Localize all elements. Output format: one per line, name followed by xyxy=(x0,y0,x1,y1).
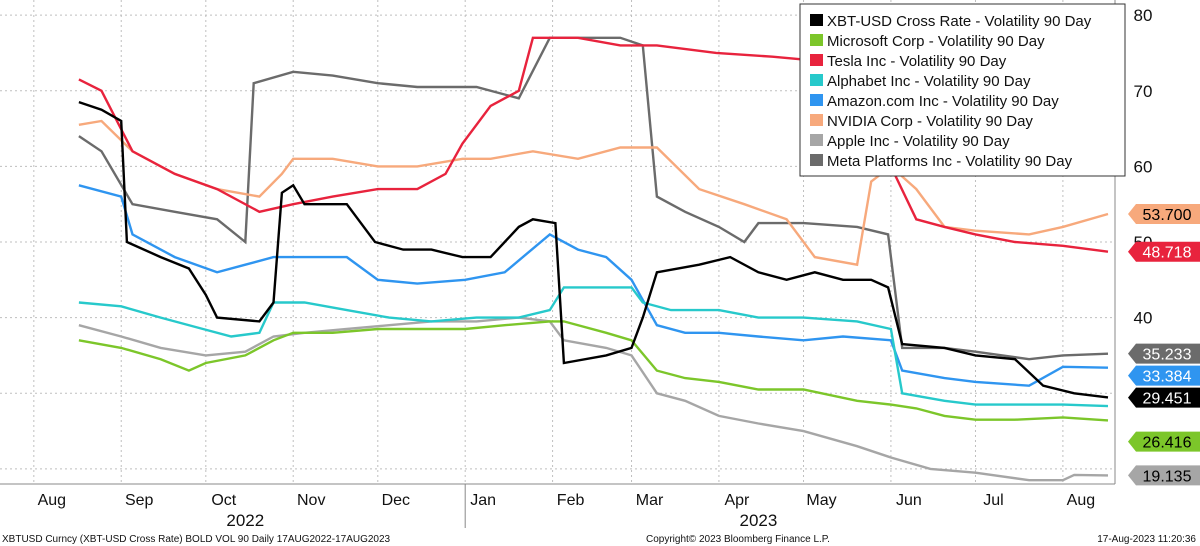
legend-entry: XBT-USD Cross Rate - Volatility 90 Day xyxy=(827,13,1092,30)
legend-entry: Tesla Inc - Volatility 90 Day xyxy=(827,53,1007,70)
tag-value: 33.384 xyxy=(1143,369,1192,386)
tag-value: 26.416 xyxy=(1143,435,1192,452)
series-line xyxy=(78,100,1109,399)
tag-value: 35.233 xyxy=(1143,347,1192,364)
year-label: 2023 xyxy=(739,511,777,530)
tag-box xyxy=(1128,365,1200,386)
legend-entry: Meta Platforms Inc - Volatility 90 Day xyxy=(827,153,1073,170)
x-tick-label: May xyxy=(806,492,836,509)
legend-swatch xyxy=(810,74,823,86)
footer-left: XBTUSD Curncy (XBT-USD Cross Rate) BOLD … xyxy=(2,534,391,545)
y-tick-label: 70 xyxy=(1134,82,1153,101)
legend-swatch xyxy=(810,14,823,26)
legend-entry: Apple Inc - Volatility 90 Day xyxy=(827,133,1010,150)
series-line xyxy=(78,184,1109,387)
series-line xyxy=(78,36,1109,253)
x-tick-label: Jun xyxy=(896,492,922,509)
last-value-tag: 29.451 xyxy=(1128,387,1200,408)
tag-box xyxy=(1128,431,1200,452)
x-tick-label: Jan xyxy=(470,492,496,509)
year-label: 2022 xyxy=(226,511,264,530)
footer-right: 17-Aug-2023 11:20:36 xyxy=(1097,534,1196,545)
last-value-tag: 48.718 xyxy=(1128,241,1200,262)
tag-value: 53.700 xyxy=(1143,207,1192,224)
y-tick-label: 40 xyxy=(1134,309,1153,328)
legend-swatch xyxy=(810,34,823,46)
tag-box xyxy=(1128,204,1200,225)
legend-entry: Microsoft Corp - Volatility 90 Day xyxy=(827,33,1045,50)
x-tick-label: Nov xyxy=(297,492,325,509)
legend-box xyxy=(799,3,1126,177)
legend: XBT-USD Cross Rate - Volatility 90 Day Mi… xyxy=(799,3,1126,177)
legend-swatch xyxy=(810,94,823,106)
series-line xyxy=(78,36,1109,361)
last-value-tag: 26.416 xyxy=(1128,431,1200,452)
x-tick-label: Dec xyxy=(382,492,410,509)
x-tick-label: Feb xyxy=(557,492,585,509)
x-tick-label: Jul xyxy=(983,492,1003,509)
legend-entry: NVIDIA Corp - Volatility 90 Day xyxy=(827,113,1033,130)
series-line xyxy=(78,119,1109,267)
last-value-labels: 53.700 48.718 35.233 33.384 29.451 26.416 19.1… xyxy=(1128,204,1200,486)
last-value-tag: 33.384 xyxy=(1128,365,1200,386)
legend-swatch xyxy=(810,154,823,166)
y-tick-label: 80 xyxy=(1134,6,1153,25)
series-line xyxy=(78,286,1109,408)
x-axis: Aug Sep Oct Nov Dec Jan Feb Mar Apr May Jun Jul Aug 2… xyxy=(0,483,1115,530)
legend-swatch xyxy=(810,54,823,66)
x-tick-label: Sep xyxy=(125,492,154,509)
series-line xyxy=(78,316,1109,482)
tag-box xyxy=(1128,343,1200,364)
tag-box xyxy=(1128,465,1200,486)
tag-value: 19.135 xyxy=(1143,468,1192,485)
legend-entry: Alphabet Inc - Volatility 90 Day xyxy=(827,73,1031,90)
tag-box xyxy=(1128,387,1200,408)
last-value-tag: 19.135 xyxy=(1128,465,1200,486)
last-value-tag: 35.233 xyxy=(1128,343,1200,364)
y-tick-label: 60 xyxy=(1134,157,1153,176)
tag-box xyxy=(1128,241,1200,262)
legend-swatch xyxy=(810,134,823,146)
legend-swatch xyxy=(810,114,823,126)
legend-entry: Amazon.com Inc - Volatility 90 Day xyxy=(827,93,1059,110)
x-tick-label: Aug xyxy=(1067,492,1095,509)
x-tick-label: Aug xyxy=(38,492,66,509)
last-value-tag: 53.700 xyxy=(1128,204,1200,225)
tag-value: 29.451 xyxy=(1143,391,1192,408)
x-tick-label: Apr xyxy=(724,492,750,509)
footer-center: Copyright© 2023 Bloomberg Finance L.P. xyxy=(646,534,830,545)
x-tick-label: Oct xyxy=(211,492,236,509)
series-line xyxy=(78,320,1109,422)
tag-value: 48.718 xyxy=(1143,245,1192,262)
series-lines xyxy=(78,36,1109,482)
x-tick-label: Mar xyxy=(636,492,664,509)
